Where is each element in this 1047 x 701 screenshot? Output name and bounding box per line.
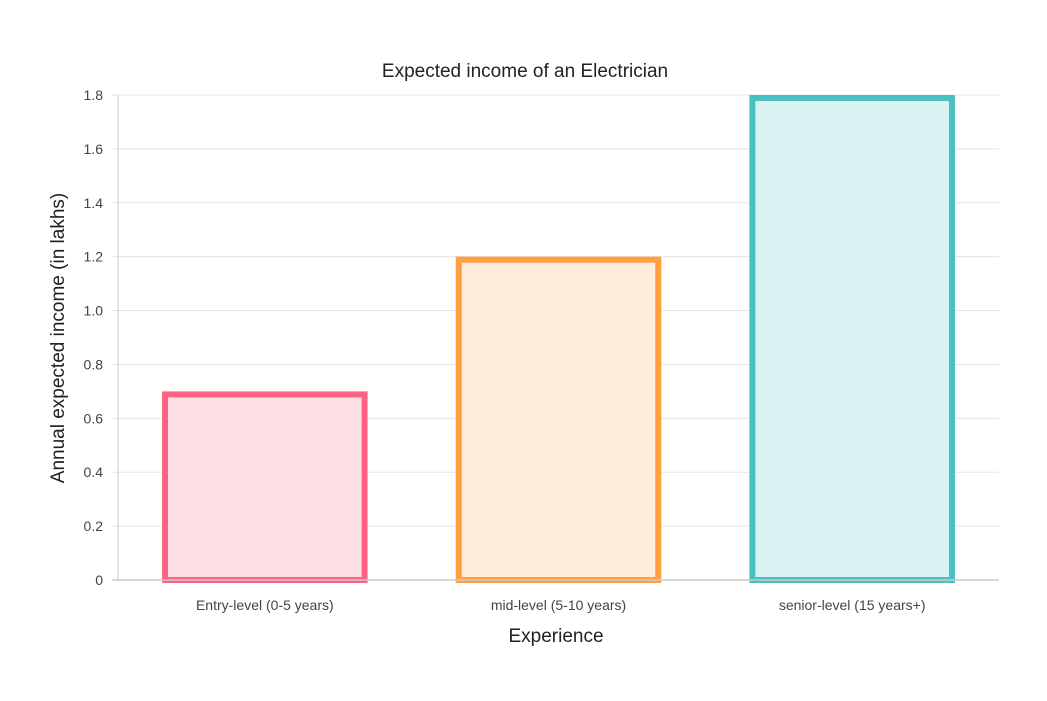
y-tick-label: 0.8 [84,356,104,372]
x-tick-label: mid-level (5-10 years) [491,597,626,613]
y-tick-label: 0 [95,572,103,588]
bar [749,95,955,583]
x-tick-label: senior-level (15 years+) [779,597,926,613]
x-tick-labels: Entry-level (0-5 years) mid-level (5-10 y… [196,597,926,613]
y-tick-label: 0.4 [84,464,104,480]
y-tick-label: 0.2 [84,518,104,534]
bars [162,95,955,583]
bar [162,391,368,583]
y-tick-label: 1.2 [84,249,104,265]
y-tick-label: 1.0 [84,303,104,319]
chart-title: Expected income of an Electrician [382,61,668,82]
axes [112,95,999,581]
y-tick-label: 0.6 [84,410,104,426]
y-tick-labels: 0 0.2 0.4 0.6 0.8 1.0 1.2 1.4 1.6 1.8 [84,87,104,588]
y-tick-label: 1.4 [84,195,104,211]
x-tick-label: Entry-level (0-5 years) [196,597,334,613]
y-tick-label: 1.8 [84,87,104,103]
bar [455,256,662,583]
x-axis-title: Experience [508,626,603,647]
y-tick-label: 1.6 [84,141,104,157]
y-axis-title: Annual expected income (in lakhs) [48,193,69,483]
